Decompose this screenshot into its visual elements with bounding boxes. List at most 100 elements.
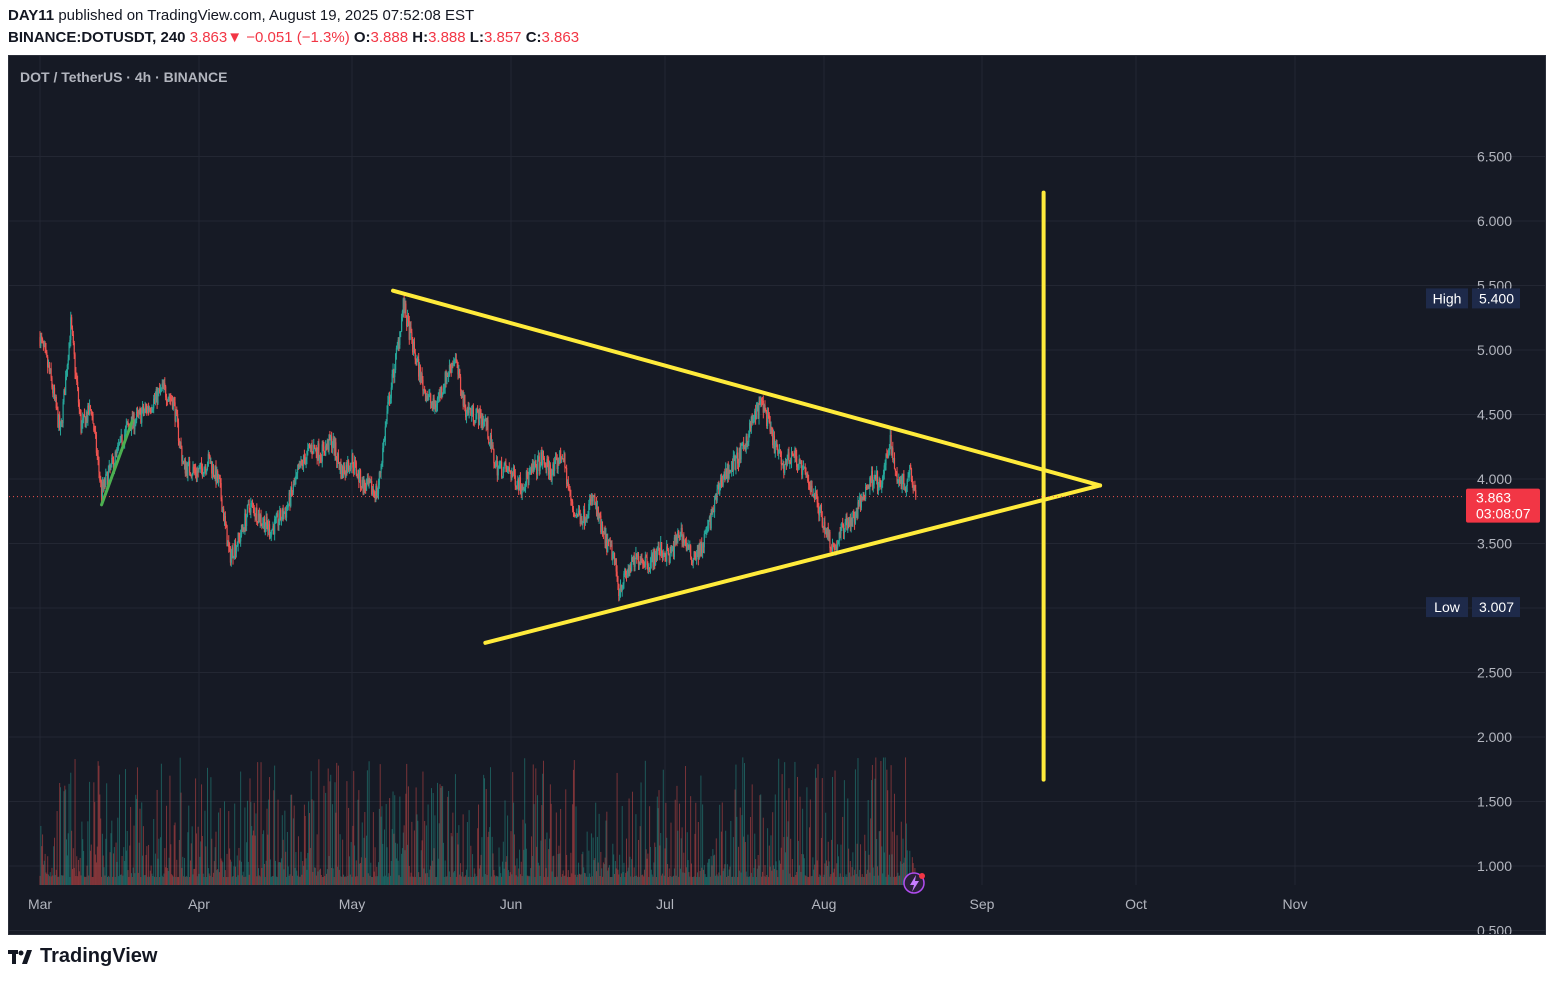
volume-bar	[401, 848, 403, 885]
candle-body	[334, 442, 336, 456]
candle-body	[459, 369, 461, 377]
volume-bar	[664, 848, 666, 885]
volume-bar	[872, 867, 874, 885]
candle-body	[873, 477, 875, 485]
candle-body	[88, 405, 91, 415]
volume-bar	[703, 865, 705, 885]
volume-bar	[466, 822, 468, 885]
candle-body	[801, 460, 803, 475]
candle-body	[85, 415, 87, 427]
candle-body	[772, 430, 774, 446]
candle-body	[771, 427, 773, 431]
candle-body	[654, 548, 656, 565]
tradingview-logo[interactable]: TradingView	[8, 945, 157, 968]
volume-bar	[748, 877, 750, 885]
volume-bar	[796, 871, 798, 885]
candle-body	[219, 479, 221, 484]
volume-bar	[643, 869, 645, 885]
candle-body	[358, 470, 360, 482]
candle-body	[443, 388, 445, 390]
candle-body	[611, 544, 613, 560]
volume-bar	[856, 843, 858, 885]
volume-bar	[812, 857, 814, 885]
candle-body	[221, 499, 223, 512]
volume-bar	[114, 876, 116, 885]
candle-body	[417, 359, 419, 361]
price-chart[interactable]: 6.5006.0005.5005.0004.5004.0003.5003.000…	[9, 56, 1545, 934]
candle-body	[179, 442, 181, 444]
volume-bar	[247, 861, 249, 885]
volume-bar	[866, 869, 868, 885]
volume-bar	[659, 845, 661, 885]
volume-bar	[342, 839, 344, 885]
volume-bar	[512, 772, 514, 885]
candle-body	[272, 526, 274, 530]
volume-bar	[60, 875, 62, 885]
volume-bar	[429, 869, 431, 885]
candle-body	[250, 502, 252, 513]
candle-body	[118, 442, 121, 445]
volume-bar	[402, 832, 404, 885]
volume-bar	[425, 825, 427, 885]
volume-bar	[278, 862, 280, 885]
candle-body	[462, 390, 464, 406]
volume-bar	[819, 874, 821, 885]
volume-bar	[292, 818, 294, 885]
volume-bar	[72, 848, 74, 885]
candle-body	[134, 424, 136, 430]
candle-body	[53, 387, 55, 394]
volume-bar	[177, 876, 179, 885]
volume-bar	[723, 868, 725, 885]
candle-body	[768, 415, 770, 423]
volume-bar	[677, 830, 679, 885]
candle-body	[346, 464, 348, 473]
volume-bar	[509, 872, 511, 885]
volume-bar	[590, 833, 592, 885]
candle-body	[696, 553, 698, 560]
volume-bar	[619, 854, 621, 885]
volume-bar	[444, 860, 446, 885]
volume-bar	[903, 862, 905, 885]
volume-bar	[722, 870, 724, 885]
volume-bar	[163, 873, 165, 885]
volume-bar	[423, 868, 425, 885]
candle-body	[757, 404, 759, 419]
candle-body	[727, 463, 729, 479]
chart-panel[interactable]: 6.5006.0005.5005.0004.5004.0003.5003.000…	[8, 55, 1546, 935]
volume-bar	[252, 835, 254, 885]
volume-bar	[620, 876, 622, 885]
candle-body	[439, 391, 441, 397]
candle-body	[305, 458, 307, 465]
candle-body	[739, 448, 741, 460]
candle-body	[80, 414, 82, 433]
volume-bar	[680, 838, 682, 885]
volume-bar	[578, 873, 580, 885]
candle-body	[76, 373, 78, 382]
volume-bar	[596, 836, 598, 885]
volume-bar	[173, 825, 175, 885]
candle-body	[362, 479, 364, 494]
candle-body	[516, 484, 518, 487]
candle-body	[40, 336, 42, 347]
volume-bar	[685, 766, 687, 885]
volume-bar	[257, 762, 259, 885]
volume-bar	[246, 800, 248, 885]
volume-bar	[729, 866, 731, 885]
volume-bar	[160, 837, 162, 885]
volume-bar	[836, 863, 838, 885]
candle-body	[862, 494, 864, 501]
candle-body	[624, 569, 626, 574]
candle-body	[685, 542, 687, 550]
candle-body	[812, 495, 814, 497]
candle-body	[342, 466, 344, 477]
volume-bar	[893, 876, 895, 885]
volume-bar	[831, 776, 833, 885]
high-value: 3.888	[428, 29, 466, 46]
volume-bar	[175, 876, 177, 885]
volume-bar	[804, 875, 806, 885]
volume-bar	[900, 821, 902, 885]
volume-bar	[93, 782, 95, 885]
volume-bar	[595, 802, 597, 885]
volume-bar	[225, 876, 227, 885]
volume-bar	[869, 872, 871, 885]
